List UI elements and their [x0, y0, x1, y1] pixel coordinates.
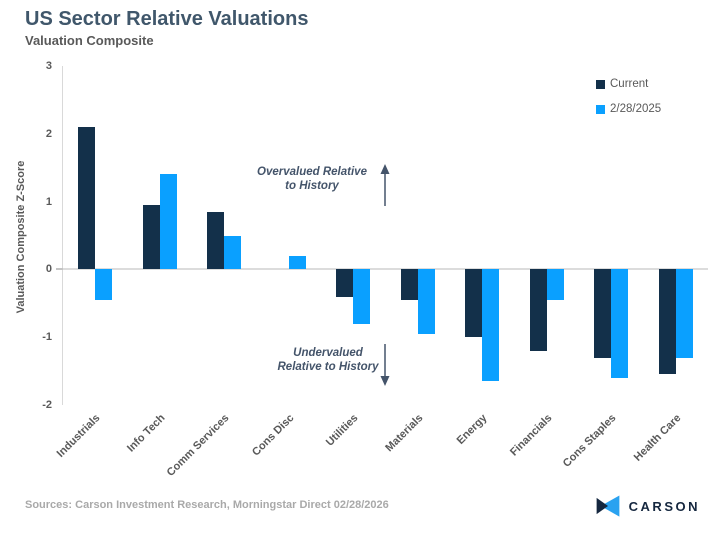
y-tick-label: -2 — [42, 399, 52, 411]
plot-area — [56, 66, 708, 405]
sources-text: Sources: Carson Investment Research, Mor… — [25, 499, 389, 511]
annotation-overvalued: Overvalued Relative to History — [238, 166, 386, 193]
bar-2-28-2025-cons-staples — [611, 269, 629, 378]
legend-item-current: Current — [596, 78, 661, 90]
legend-swatch-current-icon — [596, 79, 605, 89]
down-arrow-icon — [380, 344, 390, 386]
y-tick-label: 1 — [45, 195, 52, 208]
x-axis-label-financials: Financials — [507, 412, 555, 459]
legend: Current 2/28/2025 — [596, 78, 661, 115]
page-title: US Sector Relative Valuations — [25, 8, 309, 30]
bar-current-comm-services — [207, 211, 225, 270]
up-arrow-icon — [380, 164, 390, 206]
legend-swatch-previous-icon — [596, 104, 605, 114]
bar-current-energy — [465, 269, 483, 338]
carson-logo-icon — [596, 495, 620, 517]
brand-lockup: CARSON — [595, 492, 700, 520]
bar-2-28-2025-utilities — [353, 269, 371, 324]
bar-2-28-2025-financials — [546, 269, 564, 300]
annotation-overvalued-line1: Overvalued Relative — [257, 166, 367, 178]
y-axis-title: Valuation Composite Z-Score — [15, 160, 27, 314]
bar-2-28-2025-comm-services — [224, 235, 242, 270]
legend-label-current: Current — [610, 78, 649, 90]
y-tick-label: 2 — [45, 127, 52, 140]
legend-label-previous: 2/28/2025 — [610, 103, 662, 115]
annotation-overvalued-line2: to History — [285, 179, 339, 192]
y-tick-label: -1 — [42, 331, 52, 344]
annotation-undervalued: Undervalued Relative to History — [252, 347, 404, 374]
bar-2-28-2025-info-tech — [159, 174, 177, 270]
bar-current-health-care — [658, 269, 676, 375]
bar-current-info-tech — [142, 204, 160, 270]
bar-2-28-2025-energy — [482, 269, 500, 382]
y-tick-label: 0 — [45, 263, 52, 276]
bar-current-materials — [400, 269, 418, 300]
brand-name: CARSON — [628, 498, 700, 514]
chart-area: Valuation Composite Z-Score Current 2/28… — [15, 60, 708, 479]
bar-current-industrials — [78, 127, 96, 270]
bar-2-28-2025-industrials — [95, 269, 113, 300]
zero-gridline — [63, 268, 708, 271]
bar-2-28-2025-cons-disc — [288, 255, 306, 270]
legend-item-previous: 2/28/2025 — [596, 103, 661, 115]
bar-current-cons-staples — [594, 269, 612, 358]
bar-current-financials — [529, 269, 547, 351]
bar-2-28-2025-health-care — [675, 269, 693, 358]
x-axis-label-energy: Energy — [454, 412, 490, 447]
page-subtitle: Valuation Composite — [25, 33, 154, 48]
zero-tick-mark — [56, 268, 63, 271]
y-tick-label: 3 — [45, 60, 52, 72]
annotation-undervalued-line1: Undervalued — [293, 347, 363, 359]
bar-current-utilities — [336, 269, 354, 297]
annotation-undervalued-line2: Relative to History — [277, 360, 379, 373]
bar-2-28-2025-materials — [417, 269, 435, 334]
